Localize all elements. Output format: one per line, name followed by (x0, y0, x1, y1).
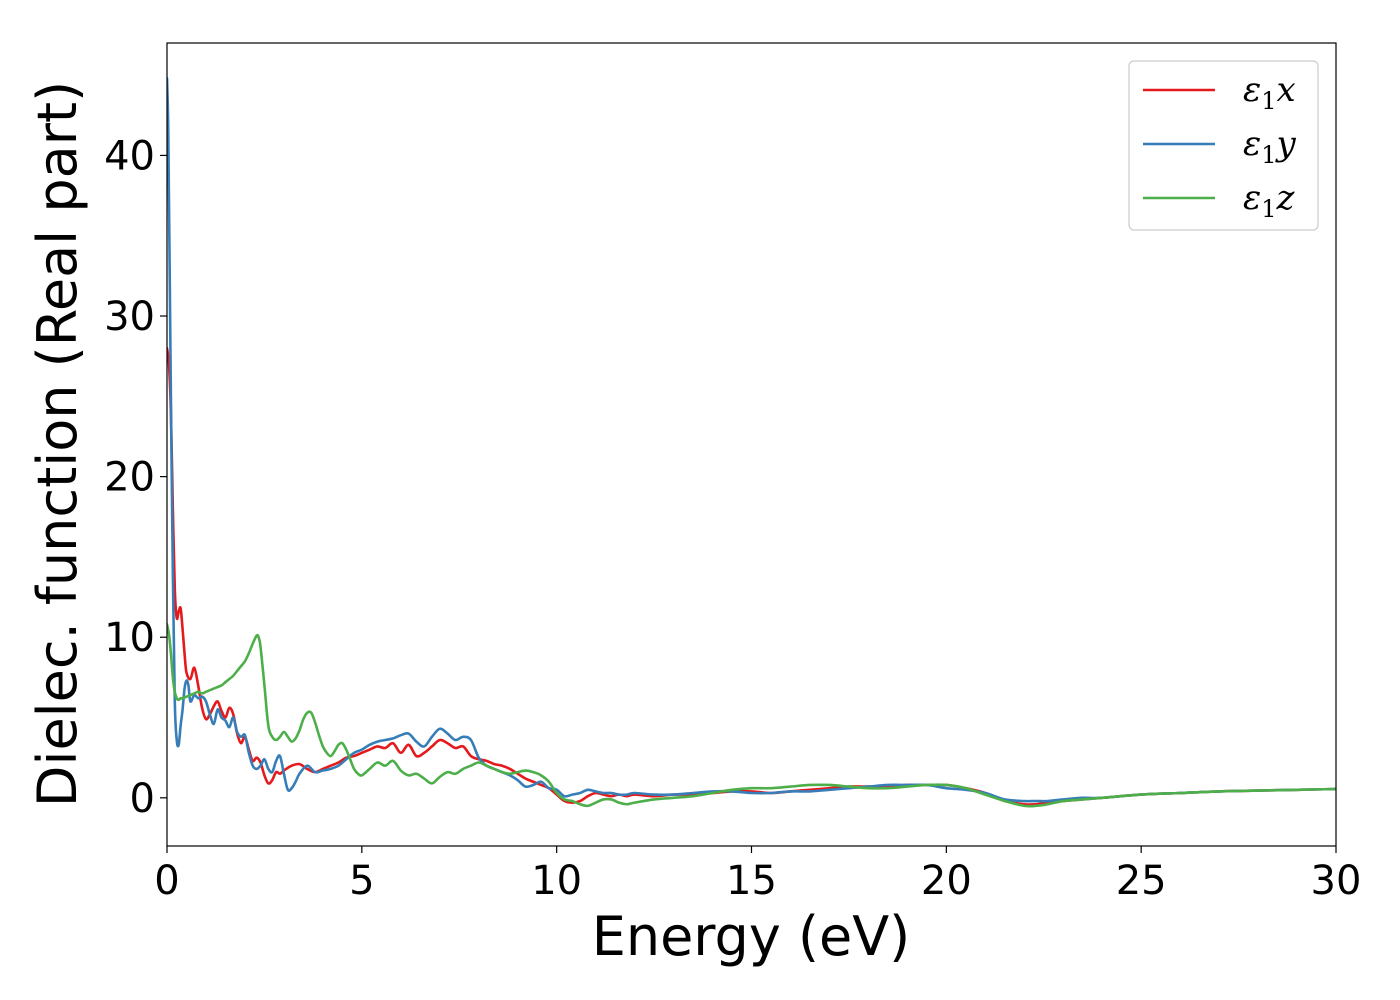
legend-label: ε1x (1243, 70, 1296, 115)
legend-symbol: ε (1243, 70, 1261, 110)
legend-axis: x (1277, 70, 1296, 110)
legend-axis: y (1275, 124, 1297, 164)
legend-symbol: ε (1243, 178, 1261, 218)
x-tick-label: 5 (349, 858, 374, 904)
legend-box (1128, 60, 1319, 231)
series-line-z (167, 623, 1336, 808)
legend-subscript: 1 (1261, 141, 1276, 169)
x-tick-label: 0 (154, 858, 179, 904)
y-tick-label: 20 (104, 455, 155, 501)
y-tick-label: 30 (104, 294, 155, 340)
legend-symbol: ε (1243, 124, 1261, 164)
y-tick-label: 10 (104, 615, 155, 661)
y-tick-label: 40 (104, 133, 155, 179)
legend-label: ε1z (1243, 178, 1296, 223)
series-layer (167, 77, 1336, 808)
x-tick-label: 15 (726, 858, 777, 904)
legend-axis: z (1276, 178, 1296, 218)
x-tick-label: 20 (921, 858, 972, 904)
x-tick-label: 10 (531, 858, 582, 904)
x-tick-label: 30 (1311, 858, 1362, 904)
y-tick-label: 0 (130, 776, 155, 822)
x-axis: 0 5 10 15 20 25 30 (154, 846, 1361, 904)
x-axis-label: Energy (eV) (592, 905, 911, 968)
legend-subscript: 1 (1261, 87, 1276, 115)
legend-label: ε1y (1243, 124, 1297, 169)
x-tick-label: 25 (1116, 858, 1167, 904)
legend-subscript: 1 (1261, 195, 1276, 223)
y-axis-label: Dielec. function (Real part) (26, 81, 89, 807)
y-axis: 0 10 20 30 40 (104, 133, 167, 822)
